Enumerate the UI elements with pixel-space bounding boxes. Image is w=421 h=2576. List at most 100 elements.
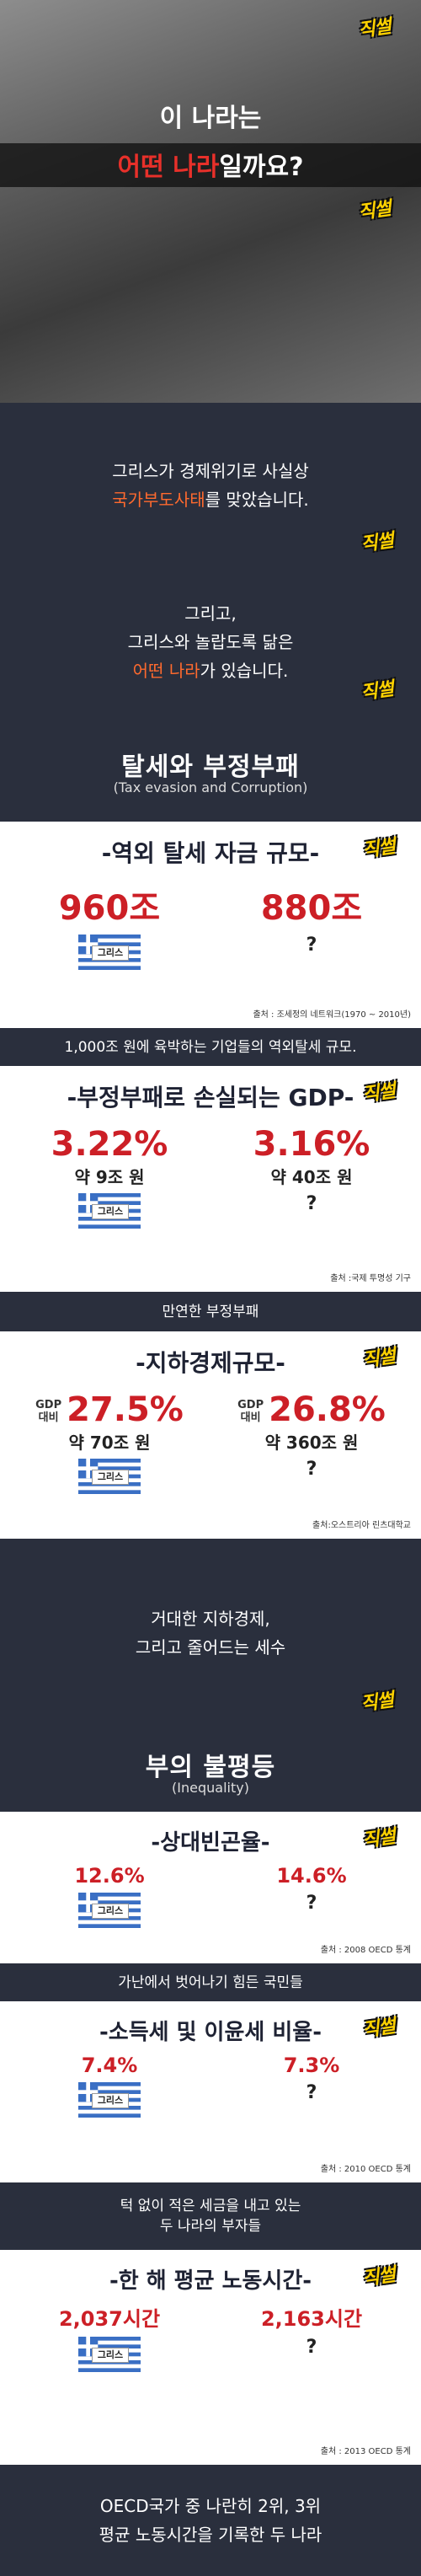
caption-text: 만연한 부정부패 xyxy=(0,1302,421,1322)
column: 7.3%? xyxy=(215,2054,408,2103)
text-segment: 그리고 줄어드는 세수 xyxy=(135,1637,286,1658)
text-line: 그리스와 놀랍도록 닮은 xyxy=(0,628,421,656)
text-line: 거대한 지하경제, xyxy=(0,1604,421,1633)
flag-label: 그리스 xyxy=(92,1470,129,1485)
text-line: 평균 노동시간을 기록한 두 나라 xyxy=(0,2520,421,2549)
value: 27.5% xyxy=(67,1390,184,1429)
value: 12.6% xyxy=(74,1864,145,1888)
flag-label: 그리스 xyxy=(92,945,129,961)
heading-section: 부의 불평등 (Inequality) xyxy=(0,1727,421,1812)
logo: 직썰 xyxy=(356,16,392,42)
value-row: 3.16% xyxy=(215,1125,408,1164)
value: 14.6% xyxy=(276,1864,347,1888)
value: 2,163시간 xyxy=(260,2307,363,2331)
text-line: OECD국가 중 나란히 2위, 3위 xyxy=(0,2492,421,2520)
caption-section: 1,000조 원에 육박하는 기업들의 역외탈세 규모. xyxy=(0,1028,421,1066)
panel-section: -한 해 평균 노동시간- 직썰 2,037시간 그리스 2,163시간? 출처 : 20… xyxy=(0,2250,421,2465)
intro-text: 이 나라는 어떤 나라일까요? xyxy=(0,94,421,192)
panel-section: -소득세 및 이윤세 비율- 직썰 7.4% 그리스 7.3%? 출처 : 2010 OE… xyxy=(0,2001,421,2182)
text-segment: 1,000조 원에 육박하는 기업들의 역외탈세 규모. xyxy=(64,1038,357,1056)
text-segment: 국가부도사태 xyxy=(112,490,205,510)
caption-section: 그리스가 경제위기로 사실상 국가부도사태를 맞았습니다. 직썰 xyxy=(0,403,421,568)
value: 7.3% xyxy=(283,2054,340,2077)
column: GDP 대비 26.8% 약 360조 원? xyxy=(215,1390,408,1480)
flag: 그리스 xyxy=(78,935,141,971)
value: 880조 xyxy=(260,889,363,928)
panel-title: -역외 탈세 자금 규모- xyxy=(101,839,320,867)
unknown-mark: ? xyxy=(306,1893,317,1914)
text-segment: 어떤 나라 xyxy=(132,661,200,681)
heading-title: 탈세와 부정부패 xyxy=(121,752,300,782)
text-line: 그리고, xyxy=(0,599,421,628)
heading-subtitle: (Inequality) xyxy=(172,1780,249,1796)
source: 출처:오스트리아 린츠대학교 xyxy=(312,1521,411,1530)
text-segment: 그리스와 놀랍도록 닮은 xyxy=(127,632,294,652)
panel-title: -지하경제규모- xyxy=(136,1349,285,1377)
value: 2,037시간 xyxy=(58,2307,161,2331)
value: 3.16% xyxy=(253,1125,370,1164)
value: 960조 xyxy=(58,889,161,928)
panel-title: -소득세 및 이윤세 비율- xyxy=(99,2020,322,2045)
caption-text: 가난에서 벗어나기 힘든 국민들 xyxy=(0,1973,421,1993)
unknown-mark: ? xyxy=(306,935,317,956)
value-row: 7.3% xyxy=(215,2054,408,2077)
flag: 그리스 xyxy=(78,1459,141,1495)
flag-label: 그리스 xyxy=(92,1904,129,1919)
value-note: 약 40조 원 xyxy=(270,1167,353,1187)
value-note: 약 9조 원 xyxy=(74,1167,145,1187)
value: 7.4% xyxy=(81,2054,138,2077)
caption-section: 턱 없이 적은 세금을 내고 있는 두 나라의 부자들 xyxy=(0,2182,421,2250)
panel-section: -부정부패로 손실되는 GDP- 직썰 3.22% 약 9조 원 그리스 3.16% 약 4… xyxy=(0,1066,421,1292)
logo: 직썰 xyxy=(360,1826,397,1852)
text-segment: 를 맞았습니다. xyxy=(205,490,309,510)
panel-section: -상대빈곤율- 직썰 12.6% 그리스 14.6%? 출처 : 2008 OECD 통계 xyxy=(0,1812,421,1963)
flag: 그리스 xyxy=(78,1193,141,1229)
value-row: 12.6% xyxy=(13,1864,206,1888)
logo: 직썰 xyxy=(356,198,392,224)
value-row: 14.6% xyxy=(215,1864,408,1888)
logo: 직썰 xyxy=(359,530,395,556)
logo: 직썰 xyxy=(359,1690,395,1716)
text-segment: 평균 노동시간을 기록한 두 나라 xyxy=(99,2525,322,2545)
column: 2,163시간? xyxy=(215,2302,408,2358)
flag: 그리스 xyxy=(78,2337,141,2373)
text-line: 그리스가 경제위기로 사실상 xyxy=(0,457,421,485)
prefix-line: GDP xyxy=(237,1399,264,1411)
text-line: 국가부도사태를 맞았습니다. xyxy=(0,485,421,514)
source: 출처 : 2010 OECD 통계 xyxy=(320,2165,411,2174)
column: 12.6% 그리스 xyxy=(13,1864,206,1931)
logo: 직썰 xyxy=(360,2016,397,2042)
value-row: 7.4% xyxy=(13,2054,206,2077)
heading-subtitle: (Tax evasion and Corruption) xyxy=(113,779,308,795)
caption-section: 가난에서 벗어나기 힘든 국민들 xyxy=(0,1963,421,2001)
caption-section: 그리고, 그리스와 놀랍도록 닮은 어떤 나라가 있습니다. 직썰 xyxy=(0,568,421,716)
text-segment: 가 있습니다. xyxy=(200,661,289,681)
text-line: 이 나라는 xyxy=(0,94,421,143)
logo: 직썰 xyxy=(360,1346,397,1372)
flag-label: 그리스 xyxy=(92,2348,129,2363)
value-row: 2,037시간 xyxy=(13,2302,206,2332)
text-segment: 이 나라는 xyxy=(159,104,262,133)
panel-section: -지하경제규모- 직썰 GDP 대비 27.5% 약 70조 원 그리스 GDP 대비 26.8%… xyxy=(0,1331,421,1539)
panel-title: -한 해 평균 노동시간- xyxy=(109,2268,312,2294)
text-line: 1,000조 원에 육박하는 기업들의 역외탈세 규모. xyxy=(0,1037,421,1058)
value-row: GDP 대비 26.8% xyxy=(215,1390,408,1429)
flag-label: 그리스 xyxy=(92,1204,129,1219)
column: GDP 대비 27.5% 약 70조 원 그리스 xyxy=(13,1390,206,1497)
value-prefix: GDP 대비 xyxy=(35,1399,61,1424)
text-segment: 거대한 지하경제, xyxy=(151,1609,270,1629)
text-segment: 턱 없이 적은 세금을 내고 있는 xyxy=(120,2198,301,2215)
value-row: 960조 xyxy=(13,881,206,929)
panel-section: -역외 탈세 자금 규모- 직썰 960조 그리스 880조? 출처 : 조세정의 네트워… xyxy=(0,822,421,1028)
text-line: 그리고 줄어드는 세수 xyxy=(0,1633,421,1662)
photo xyxy=(0,0,421,403)
value: 3.22% xyxy=(51,1125,168,1164)
value-row: 2,163시간 xyxy=(215,2302,408,2332)
logo: 직썰 xyxy=(360,1080,397,1106)
